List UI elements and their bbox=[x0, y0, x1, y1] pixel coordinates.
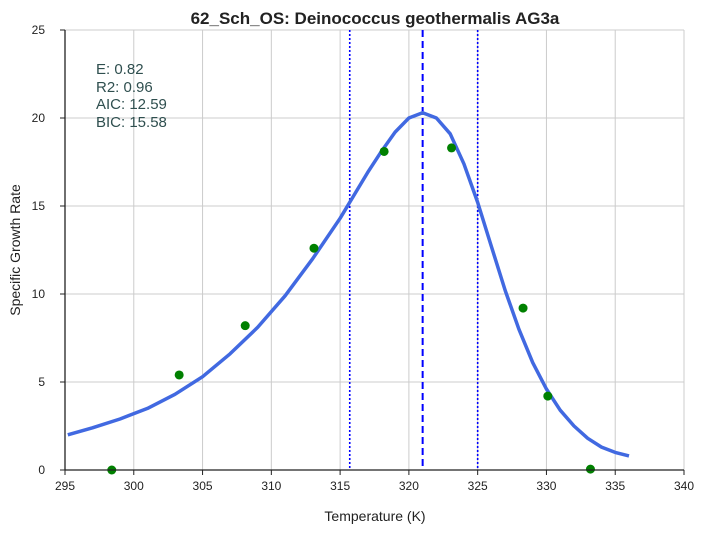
x-tick-labels: 295 300 305 310 315 320 325 330 335 340 bbox=[55, 470, 694, 493]
y-tick-label: 20 bbox=[32, 111, 46, 125]
data-point bbox=[543, 391, 553, 401]
y-tick-label: 0 bbox=[38, 463, 45, 477]
x-tick-label: 325 bbox=[468, 479, 488, 493]
y-axis-title: Specific Growth Rate bbox=[7, 184, 23, 316]
fit-statistics: E: 0.82 R2: 0.96 AIC: 12.59 BIC: 15.58 bbox=[96, 61, 167, 131]
fitted-curve bbox=[67, 110, 630, 458]
stat-r2: R2: 0.96 bbox=[96, 79, 153, 96]
axes bbox=[64, 30, 684, 471]
data-point bbox=[240, 321, 250, 331]
x-tick-label: 295 bbox=[55, 479, 75, 493]
x-tick-label: 340 bbox=[674, 479, 694, 493]
data-point bbox=[518, 303, 528, 313]
data-points bbox=[107, 143, 595, 475]
y-tick-label: 25 bbox=[32, 23, 46, 37]
x-axis-title: Temperature (K) bbox=[324, 508, 425, 524]
x-tick-label: 315 bbox=[330, 479, 350, 493]
chart-title: 62_Sch_OS: Deinococcus geothermalis AG3a bbox=[191, 9, 560, 28]
y-tick-label: 5 bbox=[38, 375, 45, 389]
data-point bbox=[309, 243, 319, 253]
data-point bbox=[585, 464, 595, 474]
y-tick-label: 10 bbox=[32, 287, 46, 301]
x-tick-label: 310 bbox=[261, 479, 281, 493]
data-point bbox=[379, 146, 389, 156]
data-point bbox=[174, 370, 184, 380]
x-tick-label: 330 bbox=[536, 479, 556, 493]
stat-aic: AIC: 12.59 bbox=[96, 96, 167, 113]
stat-e: E: 0.82 bbox=[96, 61, 144, 78]
x-tick-label: 305 bbox=[193, 479, 213, 493]
data-point bbox=[447, 143, 457, 153]
y-tick-label: 15 bbox=[32, 199, 46, 213]
stat-bic: BIC: 15.58 bbox=[96, 114, 167, 131]
x-tick-label: 320 bbox=[399, 479, 419, 493]
x-tick-label: 335 bbox=[605, 479, 625, 493]
fit-curve-line bbox=[67, 110, 630, 458]
vertical-lines bbox=[348, 30, 479, 470]
x-tick-label: 300 bbox=[124, 479, 144, 493]
y-tick-labels: 0 5 10 15 20 25 bbox=[32, 23, 65, 477]
